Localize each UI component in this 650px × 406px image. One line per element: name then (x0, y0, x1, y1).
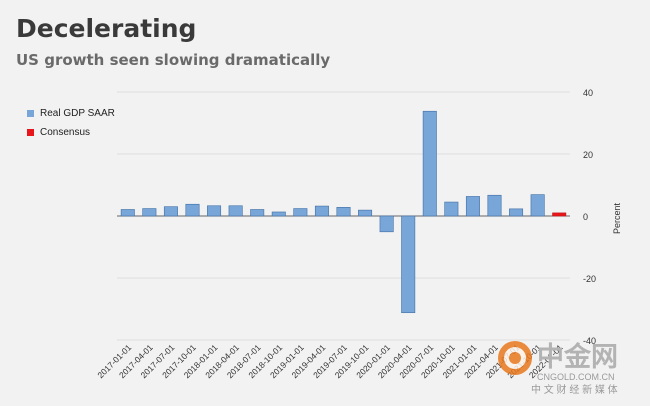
bar-real-gdp (444, 201, 459, 217)
bar-real-gdp (228, 205, 243, 217)
legend-label-consensus: Consensus (40, 127, 91, 138)
legend-item-real-gdp: Real GDP SAAR (27, 104, 115, 123)
bar-real-gdp (142, 208, 157, 217)
bar-real-gdp (120, 209, 135, 217)
bar-real-gdp (358, 209, 373, 217)
bar-real-gdp (185, 203, 200, 217)
y-tick-label: -20 (583, 274, 596, 284)
bar-real-gdp (314, 205, 329, 217)
watermark-chinese-text: 中金网 (537, 341, 618, 373)
y-tick-label: -40 (583, 336, 596, 346)
bar-consensus (552, 212, 567, 217)
bar-real-gdp (530, 194, 545, 217)
legend-swatch-consensus (27, 129, 34, 136)
y-tick-label: 40 (583, 88, 593, 98)
bar-real-gdp (250, 209, 265, 217)
bar-real-gdp (509, 208, 524, 217)
bar-real-gdp (401, 215, 416, 314)
legend-swatch-real-gdp (27, 110, 34, 117)
y-axis-label: Percent (612, 202, 622, 234)
watermark-tagline-text: 中 文 财 经 新 媒 体 (531, 383, 618, 396)
bar-real-gdp (422, 110, 437, 217)
cngold-watermark-logo: 中金网 CNGOLD.COM.CN 中 文 财 经 新 媒 体 (498, 341, 618, 396)
legend: Real GDP SAAR Consensus (27, 104, 115, 142)
y-tick-label: 20 (583, 150, 593, 160)
legend-label-real-gdp: Real GDP SAAR (40, 108, 115, 119)
chart-subtitle: US growth seen slowing dramatically (16, 51, 331, 69)
bar-real-gdp (336, 207, 351, 217)
legend-item-consensus: Consensus (27, 123, 115, 142)
bar-real-gdp (271, 211, 286, 217)
bar-real-gdp (487, 194, 502, 217)
bar-real-gdp (379, 215, 394, 233)
y-tick-label: 0 (583, 212, 588, 222)
chart-title: Decelerating (16, 14, 197, 43)
bar-real-gdp (465, 196, 480, 217)
bar-real-gdp (293, 208, 308, 217)
bar-real-gdp (207, 205, 222, 217)
bar-real-gdp (163, 206, 178, 217)
watermark-domain-text: CNGOLD.COM.CN (537, 372, 615, 382)
